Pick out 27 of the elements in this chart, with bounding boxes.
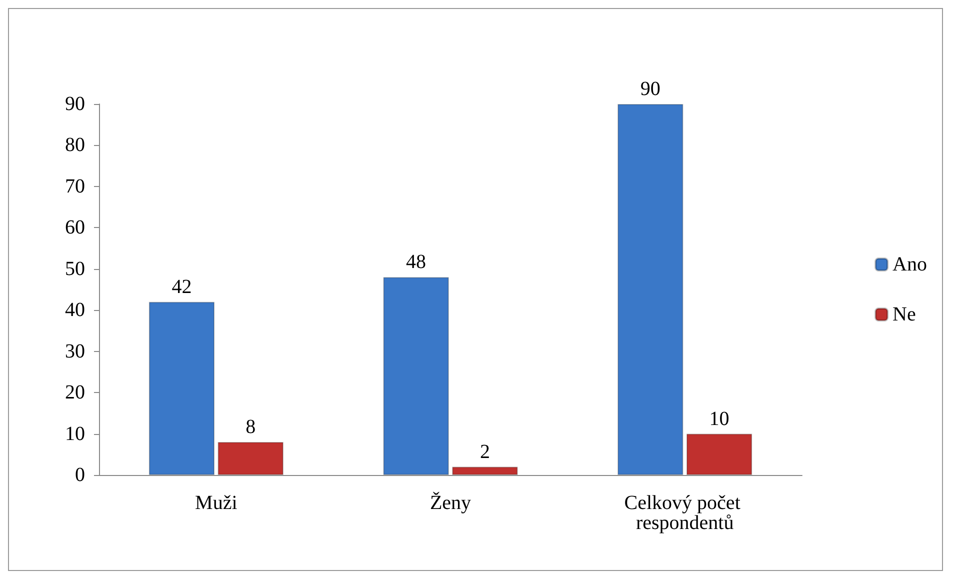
bar xyxy=(686,434,752,475)
y-tick-label: 10 xyxy=(65,422,85,445)
bar xyxy=(383,277,449,475)
y-tick-label: 90 xyxy=(65,93,85,115)
data-label: 8 xyxy=(246,416,256,438)
y-tick-label: 20 xyxy=(65,382,85,404)
y-tick-label: 80 xyxy=(65,134,85,156)
y-tick-label: 70 xyxy=(65,175,85,198)
y-tick-label: 0 xyxy=(75,464,85,486)
y-tick-label: 50 xyxy=(65,258,85,280)
bar xyxy=(148,302,215,475)
legend-label: Ano xyxy=(892,254,928,276)
x-tick-label: Muži xyxy=(195,492,238,514)
y-tick-label: 60 xyxy=(65,216,85,239)
y-tick-label: 40 xyxy=(65,299,85,322)
legend-label: Ne xyxy=(892,304,916,326)
data-label: 48 xyxy=(406,251,426,274)
data-label: 42 xyxy=(172,276,192,298)
data-label: 10 xyxy=(709,408,730,430)
y-tick-label: 30 xyxy=(65,340,85,362)
bar xyxy=(618,104,684,475)
x-tick-label: Celkový počet respondentů xyxy=(624,492,746,534)
x-tick-label: Ženy xyxy=(430,491,472,514)
bar xyxy=(452,466,518,475)
bar xyxy=(218,442,284,475)
data-label: 90 xyxy=(640,78,660,100)
data-label: 2 xyxy=(480,440,490,463)
